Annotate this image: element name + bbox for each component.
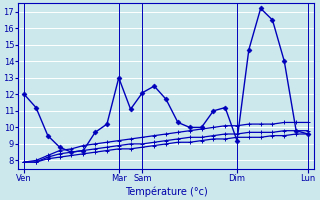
X-axis label: Température (°c): Température (°c)	[125, 186, 207, 197]
